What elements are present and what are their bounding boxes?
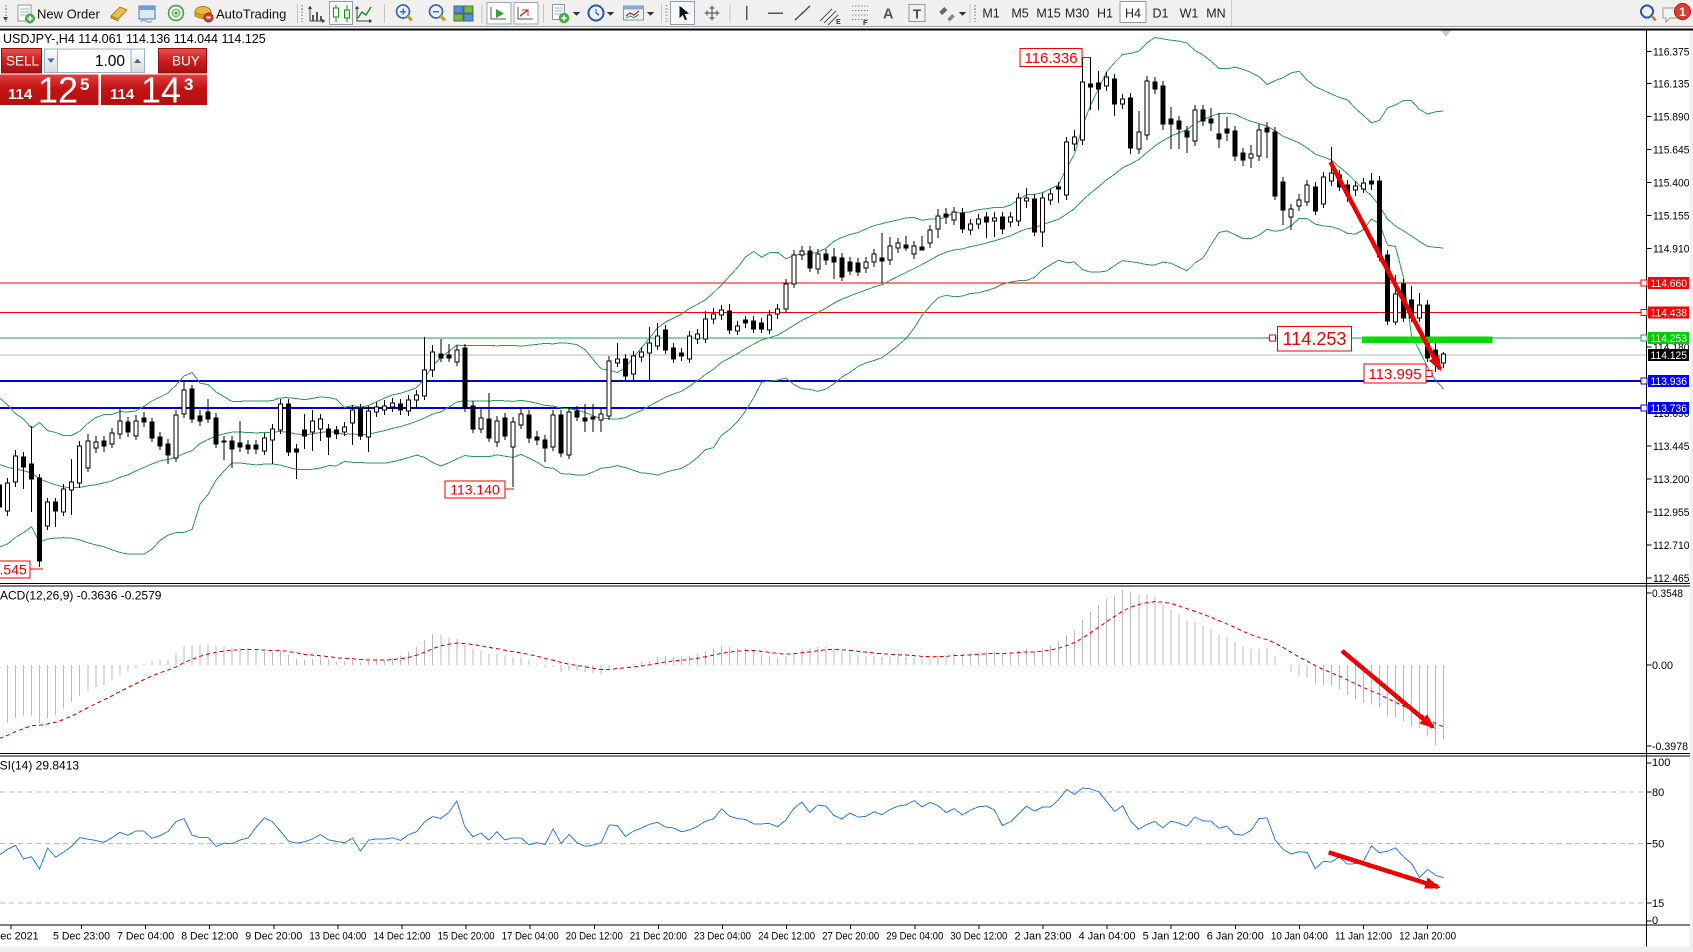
svg-text:116.375: 116.375 xyxy=(1653,46,1690,58)
svg-text:1: 1 xyxy=(1679,5,1686,19)
svg-text:112.545: 112.545 xyxy=(0,562,27,578)
svg-text:1.00: 1.00 xyxy=(95,53,126,70)
svg-text:M1: M1 xyxy=(982,7,999,21)
svg-text:21 Dec 20:00: 21 Dec 20:00 xyxy=(630,931,687,943)
svg-text:115.400: 115.400 xyxy=(1653,178,1690,190)
svg-text:14: 14 xyxy=(141,70,181,111)
svg-text:15 Dec 20:00: 15 Dec 20:00 xyxy=(438,931,495,943)
svg-text:2 Jan 23:00: 2 Jan 23:00 xyxy=(1015,931,1072,943)
svg-text:80: 80 xyxy=(1652,787,1664,799)
svg-text:RSI(14) 29.8413: RSI(14) 29.8413 xyxy=(0,759,79,773)
svg-text:23 Dec 04:00: 23 Dec 04:00 xyxy=(694,931,751,943)
svg-text:112.955: 112.955 xyxy=(1653,507,1690,519)
svg-text:115.890: 115.890 xyxy=(1653,112,1690,124)
svg-text:113.200: 113.200 xyxy=(1653,474,1690,486)
svg-text:113.995: 113.995 xyxy=(1368,366,1421,383)
svg-text:116.336: 116.336 xyxy=(1024,50,1077,67)
svg-text:114.253: 114.253 xyxy=(1651,333,1688,345)
svg-text:113.736: 113.736 xyxy=(1651,403,1688,415)
svg-text:0.00: 0.00 xyxy=(1652,660,1673,672)
svg-text:0: 0 xyxy=(1652,915,1658,927)
svg-text:112.710: 112.710 xyxy=(1653,540,1690,552)
svg-text:SELL: SELL xyxy=(6,54,40,69)
svg-text:27 Dec 20:00: 27 Dec 20:00 xyxy=(822,931,879,943)
svg-text:M30: M30 xyxy=(1065,7,1089,21)
svg-text:A: A xyxy=(883,7,894,23)
svg-text:11 Jan 12:00: 11 Jan 12:00 xyxy=(1335,931,1392,943)
svg-text:T: T xyxy=(913,6,921,21)
svg-text:10 Jan 04:00: 10 Jan 04:00 xyxy=(1271,931,1328,943)
svg-text:H4: H4 xyxy=(1125,7,1141,21)
svg-text:7 Dec 04:00: 7 Dec 04:00 xyxy=(117,931,174,943)
svg-text:17 Dec 04:00: 17 Dec 04:00 xyxy=(502,931,559,943)
svg-text:113.936: 113.936 xyxy=(1651,376,1688,388)
svg-text:115.645: 115.645 xyxy=(1653,145,1690,157)
svg-text:114.253: 114.253 xyxy=(1283,329,1347,349)
svg-text:5 Jan 12:00: 5 Jan 12:00 xyxy=(1143,931,1200,943)
svg-text:114: 114 xyxy=(110,86,135,103)
svg-text:113.140: 113.140 xyxy=(450,482,500,498)
svg-text:114: 114 xyxy=(8,86,33,103)
svg-text:4 Dec 2021: 4 Dec 2021 xyxy=(0,931,39,943)
svg-text:114.660: 114.660 xyxy=(1651,278,1688,290)
svg-text:24 Dec 12:00: 24 Dec 12:00 xyxy=(758,931,815,943)
svg-text:115.155: 115.155 xyxy=(1653,211,1690,223)
svg-text:W1: W1 xyxy=(1180,7,1199,21)
svg-text:114.910: 114.910 xyxy=(1653,244,1690,256)
svg-text:-0.3978: -0.3978 xyxy=(1652,741,1688,753)
svg-text:12 Jan 20:00: 12 Jan 20:00 xyxy=(1399,931,1456,943)
svg-text:113.445: 113.445 xyxy=(1653,441,1690,453)
svg-text:9 Dec 20:00: 9 Dec 20:00 xyxy=(245,931,302,943)
svg-text:MN: MN xyxy=(1206,7,1225,21)
svg-text:12: 12 xyxy=(38,70,78,111)
svg-text:MACD(12,26,9) -0.3636 -0.2579: MACD(12,26,9) -0.3636 -0.2579 xyxy=(0,589,162,603)
svg-text:0.3548: 0.3548 xyxy=(1652,588,1683,600)
svg-text:E: E xyxy=(836,19,841,26)
svg-text:30 Dec 12:00: 30 Dec 12:00 xyxy=(950,931,1007,943)
svg-text:114.125: 114.125 xyxy=(1651,350,1688,362)
svg-text:5: 5 xyxy=(80,75,89,94)
svg-text:14 Dec 12:00: 14 Dec 12:00 xyxy=(374,931,431,943)
svg-text:13 Dec 04:00: 13 Dec 04:00 xyxy=(309,931,366,943)
svg-text:M5: M5 xyxy=(1011,7,1028,21)
svg-text:8 Dec 12:00: 8 Dec 12:00 xyxy=(181,931,238,943)
svg-text:29 Dec 04:00: 29 Dec 04:00 xyxy=(886,931,943,943)
svg-text:5 Dec 23:00: 5 Dec 23:00 xyxy=(53,931,110,943)
svg-text:15: 15 xyxy=(1652,898,1664,910)
svg-text:D1: D1 xyxy=(1153,7,1169,21)
svg-text:6 Jan 20:00: 6 Jan 20:00 xyxy=(1207,931,1264,943)
svg-text:M15: M15 xyxy=(1036,7,1060,21)
svg-text:F: F xyxy=(863,18,868,27)
svg-text:50: 50 xyxy=(1652,838,1664,850)
svg-text:116.135: 116.135 xyxy=(1653,79,1690,91)
svg-text:4 Jan 04:00: 4 Jan 04:00 xyxy=(1079,931,1136,943)
svg-text:H1: H1 xyxy=(1097,7,1113,21)
svg-text:USDJPY-,H4 114.061 114.136 11: USDJPY-,H4 114.061 114.136 114.044 114.1… xyxy=(3,32,266,46)
svg-text:3: 3 xyxy=(184,75,193,94)
svg-text:100: 100 xyxy=(1652,757,1670,769)
svg-text:20 Dec 12:00: 20 Dec 12:00 xyxy=(566,931,623,943)
svg-text:BUY: BUY xyxy=(172,54,200,69)
svg-text:114.438: 114.438 xyxy=(1651,308,1688,320)
svg-text:112.465: 112.465 xyxy=(1653,573,1690,585)
svg-text:AutoTrading: AutoTrading xyxy=(216,7,286,22)
svg-text:New Order: New Order xyxy=(37,7,101,22)
